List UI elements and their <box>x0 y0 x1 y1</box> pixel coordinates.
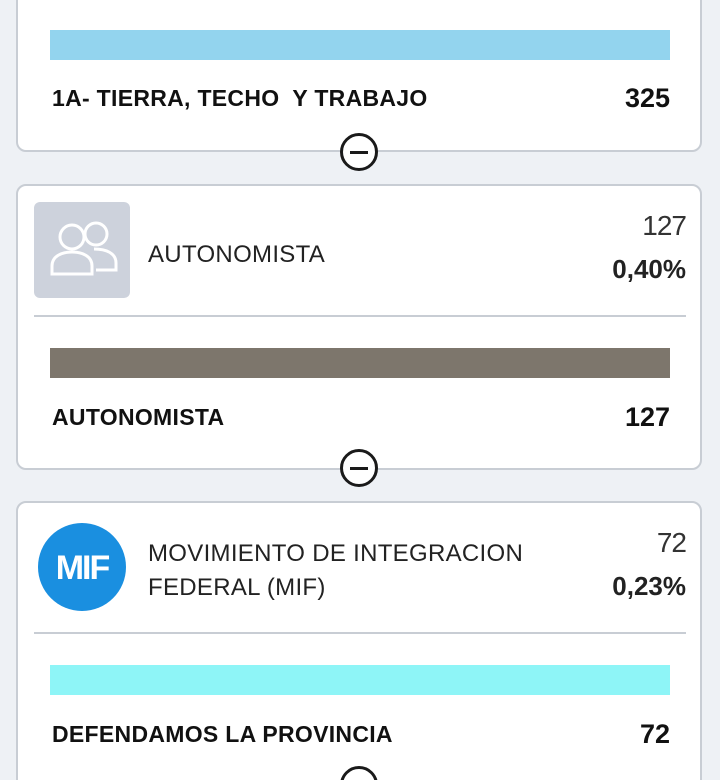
divider <box>34 315 686 317</box>
collapse-button[interactable] <box>340 766 378 780</box>
vote-bar <box>50 30 670 60</box>
vote-bar <box>50 348 670 378</box>
list-row: 1A- TIERRA, TECHO Y TRABAJO 325 <box>52 83 670 121</box>
party-card: 1A- TIERRA, TECHO Y TRABAJO 325 <box>16 0 702 171</box>
collapse-button[interactable] <box>340 133 378 171</box>
party-percent: 0,40% <box>612 254 686 284</box>
party-name: MOVIMIENTO DE INTEGRACION FEDERAL (MIF) <box>148 540 524 601</box>
list-votes: 72 <box>639 719 670 749</box>
list-votes: 127 <box>624 402 670 432</box>
party-votes: 72 <box>656 527 687 558</box>
party-row[interactable]: MIF MOVIMIENTO DE INTEGRACION FEDERAL (M… <box>34 519 687 617</box>
party-votes: 127 <box>642 210 687 241</box>
mif-logo: MIF <box>34 519 130 615</box>
party-card: MIF MOVIMIENTO DE INTEGRACION FEDERAL (M… <box>16 501 702 780</box>
minus-icon <box>350 466 368 470</box>
vote-bar <box>50 665 670 695</box>
party-row[interactable]: AUTONOMISTA 127 0,40% <box>34 202 687 300</box>
users-placeholder-icon <box>34 202 130 298</box>
minus-icon <box>350 150 368 154</box>
list-votes: 325 <box>624 83 670 113</box>
list-row: AUTONOMISTA 127 <box>52 402 670 440</box>
party-card: AUTONOMISTA 127 0,40% AUTONOMISTA 127 <box>16 184 702 487</box>
divider <box>34 632 686 634</box>
collapse-button[interactable] <box>340 449 378 487</box>
party-percent: 0,23% <box>612 571 686 601</box>
list-name: 1A- TIERRA, TECHO Y TRABAJO <box>52 85 428 111</box>
list-name: DEFENDAMOS LA PROVINCIA <box>52 721 393 747</box>
party-name: AUTONOMISTA <box>148 241 326 268</box>
mif-logo-text: MIF <box>56 549 110 587</box>
list-name: AUTONOMISTA <box>52 404 225 430</box>
list-row: DEFENDAMOS LA PROVINCIA 72 <box>52 719 670 757</box>
